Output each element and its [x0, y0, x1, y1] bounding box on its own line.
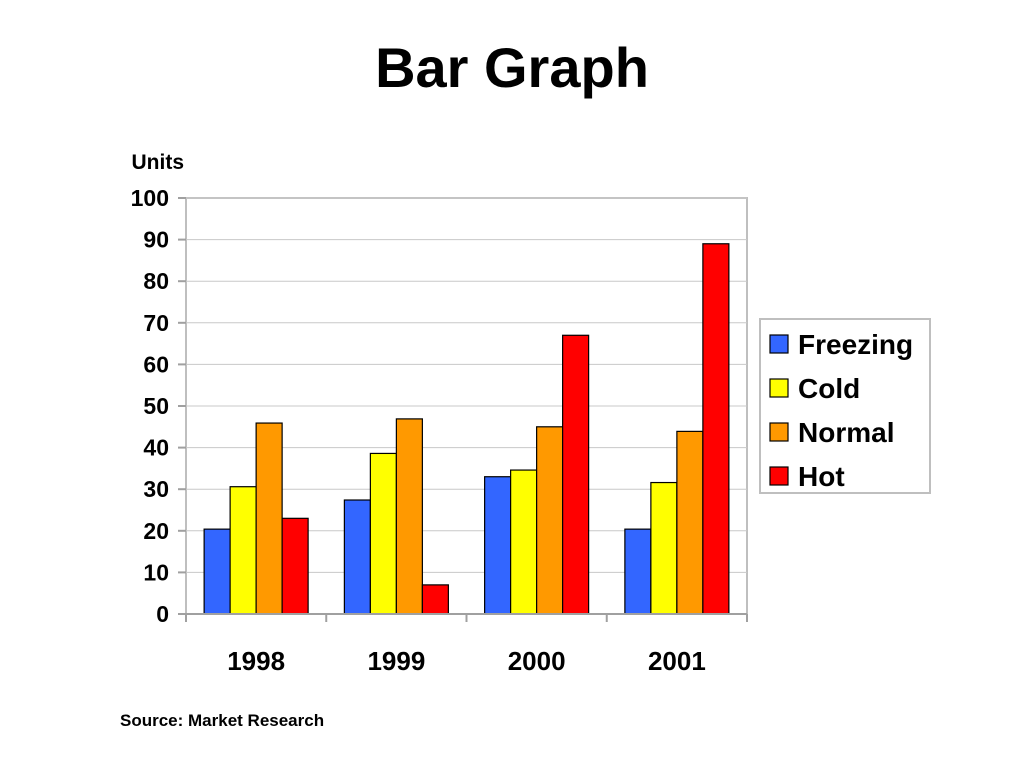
bar-hot-2000 — [562, 334, 590, 615]
y-tick-label: 100 — [131, 185, 169, 211]
y-tick-label: 10 — [143, 559, 169, 585]
bar-normal-2001 — [676, 430, 704, 615]
source-note: Source: Market Research — [120, 711, 325, 730]
bar-cold-1998 — [229, 486, 257, 615]
y-tick-label: 60 — [143, 351, 169, 377]
y-tick-label: 90 — [143, 227, 169, 253]
legend-label-freezing: Freezing — [798, 329, 913, 360]
legend-swatch-cold — [769, 378, 789, 398]
bar-freezing-2001 — [624, 528, 652, 615]
bar-normal-2000 — [536, 426, 564, 615]
x-tick-label: 2000 — [508, 646, 566, 676]
y-tick-label: 70 — [143, 310, 169, 336]
bar-freezing-2000 — [484, 476, 512, 615]
x-tick-label: 2001 — [648, 646, 706, 676]
bar-cold-1999 — [369, 452, 397, 615]
bar-freezing-1998 — [203, 528, 231, 615]
bar-normal-1999 — [395, 418, 423, 615]
y-axis-label: Units — [132, 151, 185, 174]
y-tick-label: 80 — [143, 268, 169, 294]
legend: Freezing Cold Normal Hot — [759, 318, 931, 494]
legend-swatch-normal — [769, 422, 789, 442]
bar-hot-2001 — [702, 243, 730, 615]
chart-title: Bar Graph — [375, 36, 649, 99]
bar-cold-2000 — [510, 469, 538, 615]
bar-cold-2001 — [650, 481, 678, 615]
legend-swatch-freezing — [769, 334, 789, 354]
y-tick-label: 40 — [143, 435, 169, 461]
legend-swatch-hot — [769, 466, 789, 486]
legend-label-cold: Cold — [798, 373, 860, 404]
bar-freezing-1999 — [343, 499, 371, 615]
x-tick-label: 1999 — [367, 646, 425, 676]
bars — [203, 243, 730, 615]
y-tick-label: 0 — [156, 601, 169, 627]
bar-hot-1999 — [421, 584, 449, 615]
x-tick-label: 1998 — [227, 646, 285, 676]
legend-label-hot: Hot — [798, 461, 845, 492]
y-tick-label: 50 — [143, 393, 169, 419]
bar-hot-1998 — [281, 517, 309, 615]
y-tick-label: 30 — [143, 476, 169, 502]
legend-label-normal: Normal — [798, 417, 894, 448]
bar-normal-1998 — [255, 422, 283, 615]
axes: 0 10 20 30 40 50 60 70 80 90 100 Units 1998 1999 2000 2… — [131, 151, 748, 676]
y-tick-label: 20 — [143, 518, 169, 544]
